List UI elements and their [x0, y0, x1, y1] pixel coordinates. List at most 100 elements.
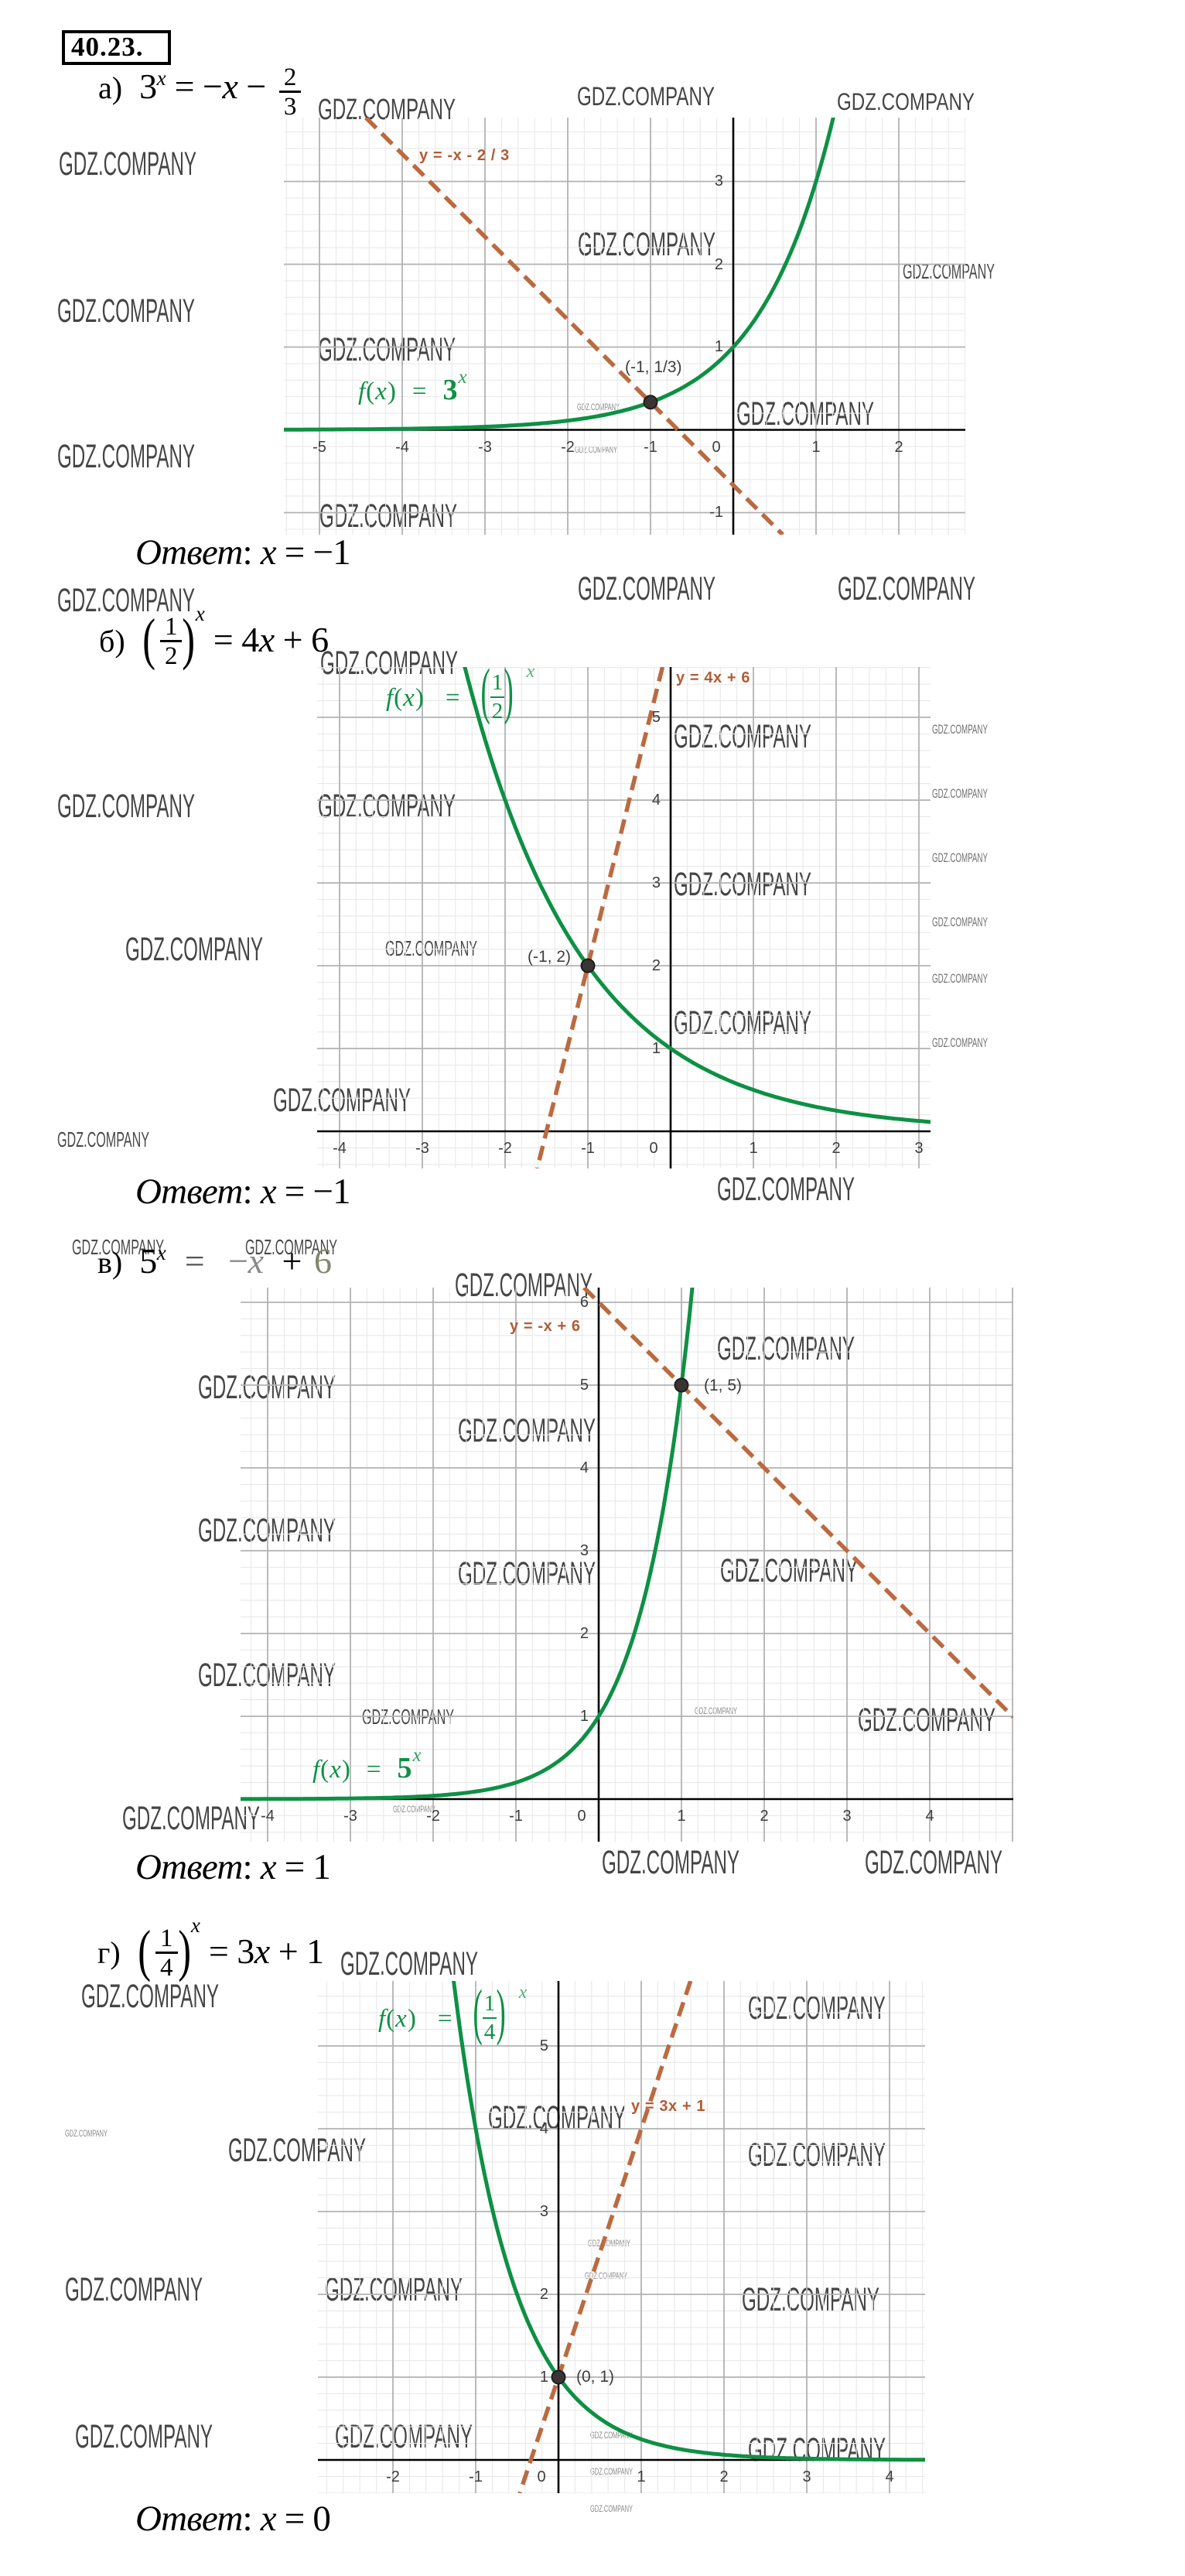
svg-text:-1: -1 [469, 2468, 483, 2485]
svg-text:GDZ.COMPANY: GDZ.COMPANY [932, 972, 988, 986]
svg-text:GDZ.COMPANY: GDZ.COMPANY [575, 444, 617, 455]
svg-text:GDZ.COMPANY: GDZ.COMPANY [717, 1331, 855, 1367]
svg-text:GDZ.COMPANY: GDZ.COMPANY [695, 1705, 737, 1716]
svg-text:GDZ.COMPANY: GDZ.COMPANY [458, 1556, 596, 1592]
svg-text:4: 4 [925, 1808, 934, 1825]
svg-text:GDZ.COMPANY: GDZ.COMPANY [736, 396, 874, 433]
svg-text:1: 1 [637, 2468, 645, 2485]
svg-text:1: 1 [652, 1040, 661, 1057]
svg-text:6: 6 [580, 1294, 589, 1311]
svg-text:GDZ.COMPANY: GDZ.COMPANY [319, 498, 457, 535]
svg-text:-4: -4 [261, 1808, 275, 1825]
svg-text:GDZ.COMPANY: GDZ.COMPANY [318, 93, 456, 126]
svg-text:3: 3 [580, 1542, 589, 1559]
svg-text:GDZ.COMPANY: GDZ.COMPANY [72, 1235, 164, 1259]
svg-text:4: 4 [580, 1459, 589, 1476]
svg-text:GDZ.COMPANY: GDZ.COMPANY [57, 583, 195, 619]
svg-text:GDZ.COMPANY: GDZ.COMPANY [81, 1979, 219, 2015]
svg-text:GDZ.COMPANY: GDZ.COMPANY [198, 1657, 336, 1694]
svg-text:0: 0 [649, 1140, 657, 1157]
svg-text:(0, 1): (0, 1) [576, 2368, 614, 2386]
svg-text:-5: -5 [312, 439, 326, 456]
svg-text:GDZ.COMPANY: GDZ.COMPANY [198, 1513, 336, 1549]
svg-text:GDZ.COMPANY: GDZ.COMPANY [318, 332, 456, 368]
svg-text:GDZ.COMPANY: GDZ.COMPANY [674, 719, 811, 755]
svg-text:2: 2 [760, 1808, 768, 1825]
svg-text:0: 0 [712, 439, 720, 456]
svg-text:2: 2 [540, 2286, 548, 2303]
svg-text:(-1, 2): (-1, 2) [528, 948, 571, 966]
svg-text:2: 2 [715, 256, 723, 273]
svg-text:-1: -1 [581, 1140, 595, 1157]
svg-text:GDZ.COMPANY: GDZ.COMPANY [590, 2466, 633, 2477]
svg-text:GDZ.COMPANY: GDZ.COMPANY [717, 1172, 855, 1208]
svg-text:GDZ.COMPANY: GDZ.COMPANY [57, 1127, 149, 1151]
svg-text:GDZ.COMPANY: GDZ.COMPANY [335, 2419, 473, 2455]
svg-text:-4: -4 [395, 439, 409, 456]
svg-text:GDZ.COMPANY: GDZ.COMPANY [340, 1946, 478, 1982]
svg-text:0: 0 [537, 2468, 545, 2485]
svg-text:-3: -3 [343, 1808, 357, 1825]
svg-text:GDZ.COMPANY: GDZ.COMPANY [602, 1845, 739, 1881]
svg-text:GDZ.COMPANY: GDZ.COMPANY [590, 2503, 633, 2514]
svg-text:GDZ.COMPANY: GDZ.COMPANY [59, 146, 196, 183]
svg-text:GDZ.COMPANY: GDZ.COMPANY [125, 932, 263, 968]
svg-text:2: 2 [580, 1625, 589, 1642]
svg-text:1: 1 [677, 1808, 685, 1825]
svg-text:GDZ.COMPANY: GDZ.COMPANY [393, 1804, 435, 1815]
svg-text:2: 2 [719, 2468, 728, 2485]
svg-text:-1: -1 [709, 504, 723, 521]
svg-text:-2: -2 [426, 1808, 440, 1825]
svg-text:-3: -3 [478, 439, 492, 456]
svg-text:GDZ.COMPANY: GDZ.COMPANY [588, 2238, 630, 2249]
svg-text:GDZ.COMPANY: GDZ.COMPANY [585, 2270, 627, 2281]
svg-text:GDZ.COMPANY: GDZ.COMPANY [932, 787, 988, 801]
svg-text:1: 1 [749, 1140, 757, 1157]
svg-text:GDZ.COMPANY: GDZ.COMPANY [65, 2272, 203, 2308]
svg-text:0: 0 [577, 1808, 586, 1825]
svg-text:2: 2 [652, 957, 661, 974]
svg-text:-4: -4 [333, 1140, 347, 1157]
svg-text:GDZ.COMPANY: GDZ.COMPANY [577, 82, 715, 111]
svg-text:1: 1 [580, 1708, 589, 1725]
svg-text:GDZ.COMPANY: GDZ.COMPANY [748, 2137, 886, 2174]
svg-text:GDZ.COMPANY: GDZ.COMPANY [198, 1370, 336, 1406]
svg-text:GDZ.COMPANY: GDZ.COMPANY [932, 851, 988, 865]
svg-text:3: 3 [715, 173, 723, 190]
svg-text:GDZ.COMPANY: GDZ.COMPANY [488, 2100, 626, 2136]
svg-text:GDZ.COMPANY: GDZ.COMPANY [932, 915, 988, 929]
svg-text:GDZ.COMPANY: GDZ.COMPANY [385, 936, 477, 960]
svg-text:4: 4 [885, 2468, 893, 2485]
svg-text:-1: -1 [509, 1808, 523, 1825]
svg-text:GDZ.COMPANY: GDZ.COMPANY [455, 1267, 592, 1304]
svg-text:3: 3 [842, 1808, 851, 1825]
svg-text:-2: -2 [498, 1140, 512, 1157]
svg-text:3: 3 [802, 2468, 811, 2485]
svg-text:y = -x - 2 / 3: y = -x - 2 / 3 [419, 147, 510, 164]
svg-text:4: 4 [652, 792, 661, 809]
svg-text:GDZ.COMPANY: GDZ.COMPANY [674, 1005, 811, 1042]
svg-text:GDZ.COMPANY: GDZ.COMPANY [245, 1235, 337, 1259]
svg-text:GDZ.COMPANY: GDZ.COMPANY [838, 571, 975, 607]
svg-text:2: 2 [832, 1140, 840, 1157]
svg-text:GDZ.COMPANY: GDZ.COMPANY [273, 1083, 411, 1119]
svg-text:GDZ.COMPANY: GDZ.COMPANY [837, 87, 975, 115]
svg-text:GDZ.COMPANY: GDZ.COMPANY [674, 867, 811, 903]
svg-text:-3: -3 [415, 1140, 429, 1157]
svg-text:1: 1 [540, 2369, 548, 2386]
svg-text:2: 2 [894, 439, 903, 456]
svg-text:GDZ.COMPANY: GDZ.COMPANY [577, 402, 620, 412]
svg-text:1: 1 [715, 338, 723, 355]
svg-text:1: 1 [811, 439, 820, 456]
svg-text:5: 5 [580, 1377, 589, 1394]
svg-text:3: 3 [540, 2203, 548, 2220]
svg-text:GDZ.COMPANY: GDZ.COMPANY [65, 2128, 108, 2139]
svg-text:3: 3 [652, 874, 661, 891]
svg-text:GDZ.COMPANY: GDZ.COMPANY [578, 571, 715, 607]
svg-text:y = 4x + 6: y = 4x + 6 [676, 669, 750, 686]
svg-text:GDZ.COMPANY: GDZ.COMPANY [75, 2419, 213, 2455]
svg-text:GDZ.COMPANY: GDZ.COMPANY [57, 293, 195, 330]
svg-text:5: 5 [652, 709, 661, 726]
svg-text:GDZ.COMPANY: GDZ.COMPANY [458, 1413, 596, 1449]
svg-text:GDZ.COMPANY: GDZ.COMPANY [57, 789, 195, 825]
